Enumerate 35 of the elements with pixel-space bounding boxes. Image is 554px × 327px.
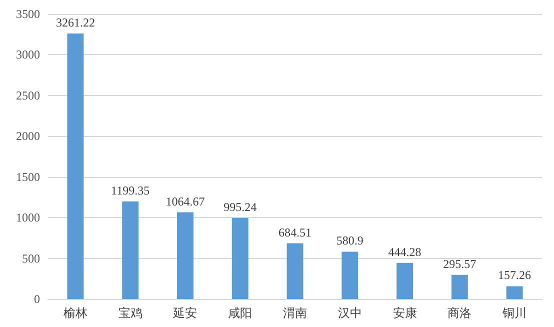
data-label: 1199.35 bbox=[111, 183, 150, 198]
bar bbox=[396, 262, 414, 299]
y-tick-label: 2000 bbox=[16, 129, 40, 144]
data-label: 295.57 bbox=[443, 256, 476, 271]
data-label: 684.51 bbox=[278, 225, 312, 240]
y-tick-label: 1500 bbox=[16, 170, 40, 184]
y-tick-label: 1000 bbox=[16, 210, 40, 225]
data-label: 580.9 bbox=[336, 234, 364, 248]
bar bbox=[232, 218, 248, 299]
bar bbox=[67, 33, 84, 299]
x-tick-label: 渭南 bbox=[283, 306, 307, 320]
data-label: 157.26 bbox=[498, 268, 532, 282]
y-tick-label: 3000 bbox=[16, 48, 40, 62]
y-tick-label: 3500 bbox=[16, 7, 40, 21]
bar bbox=[451, 274, 468, 299]
data-label: 3261.22 bbox=[56, 15, 95, 30]
x-tick-label: 商洛 bbox=[448, 306, 472, 320]
x-tick-label: 铜川 bbox=[502, 306, 527, 320]
bar bbox=[506, 286, 523, 299]
x-tick-label: 安康 bbox=[392, 306, 417, 320]
data-label: 444.28 bbox=[388, 244, 422, 259]
bar bbox=[122, 201, 139, 299]
y-tick-label: 0 bbox=[34, 292, 40, 306]
x-tick-label: 榆林 bbox=[63, 306, 88, 320]
x-tick-label: 宝鸡 bbox=[118, 306, 142, 320]
y-tick-label: 500 bbox=[22, 251, 40, 266]
bar bbox=[286, 243, 304, 299]
data-label: 1064.67 bbox=[166, 194, 205, 208]
x-tick-label: 汉中 bbox=[338, 306, 362, 320]
bar bbox=[176, 212, 194, 299]
data-label: 995.24 bbox=[224, 200, 257, 214]
y-tick-label: 2500 bbox=[16, 88, 40, 102]
x-tick-label: 延安 bbox=[172, 306, 198, 320]
x-tick-label: 咸阳 bbox=[228, 306, 252, 320]
bar bbox=[342, 252, 358, 299]
